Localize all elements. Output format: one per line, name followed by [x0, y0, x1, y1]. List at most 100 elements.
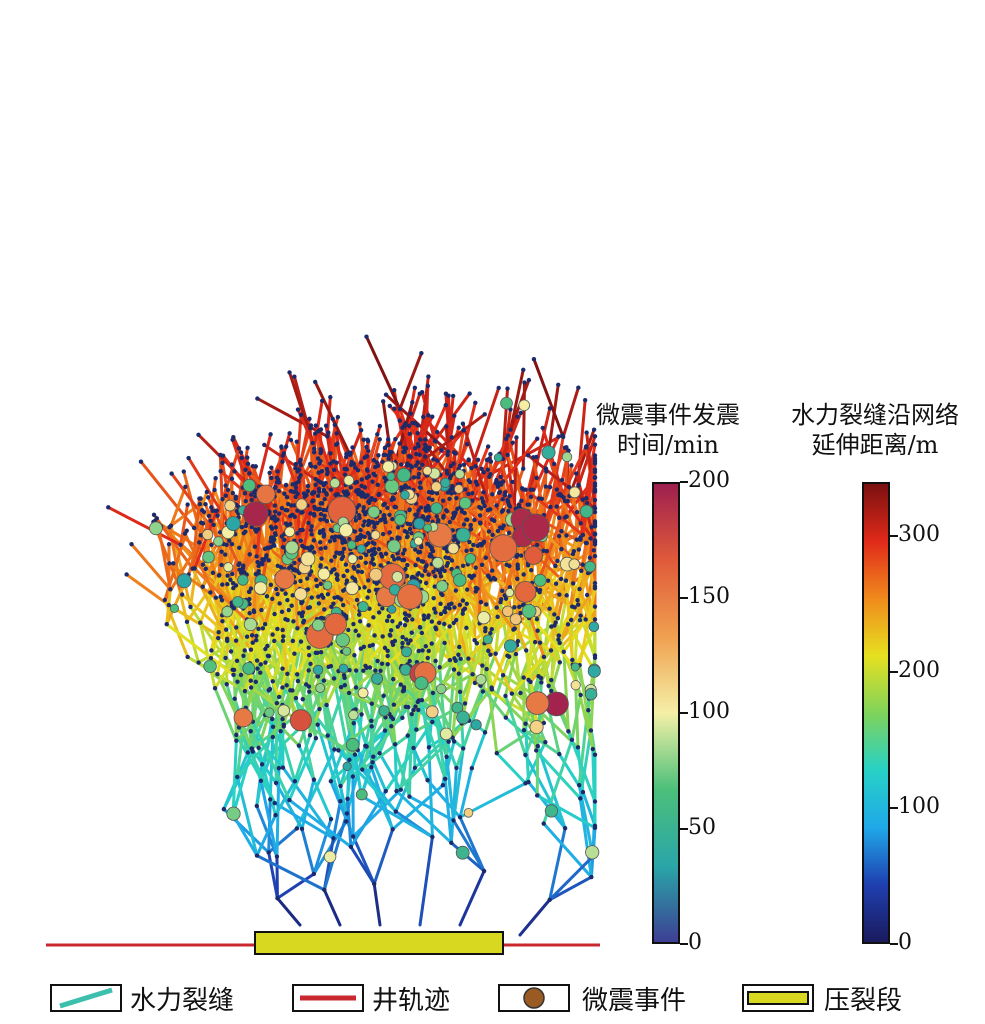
fracture-tip — [280, 627, 285, 633]
fracture-tip — [429, 641, 434, 646]
fracture-tip — [256, 745, 261, 751]
fracture-tip — [416, 508, 421, 513]
fracture-tip — [209, 542, 214, 548]
fracture-tip — [434, 491, 440, 496]
fracture-tip — [318, 546, 323, 551]
fracture-tip — [397, 535, 402, 541]
fracture-tip — [592, 655, 598, 660]
legend-fracture-swatch — [50, 984, 122, 1012]
fracture-tip — [451, 450, 457, 455]
fracture-segment — [575, 398, 587, 491]
fracture-tip — [414, 512, 420, 517]
fracture-tip — [500, 508, 506, 513]
fracture-tip — [440, 783, 446, 788]
fracture-tip — [364, 453, 370, 459]
fracture-tip — [364, 744, 369, 749]
fracture-tip — [592, 434, 598, 439]
fracture-tip — [445, 449, 451, 454]
fracture-tip — [447, 624, 452, 629]
fracture-tip — [354, 597, 360, 603]
fracture-tip — [499, 597, 504, 602]
fracture-segment — [522, 641, 542, 680]
fracture-tip — [414, 727, 419, 732]
fracture-tip — [238, 672, 244, 678]
fracture-segment — [538, 499, 570, 578]
microseismic-event — [202, 528, 214, 541]
fracture-tip — [407, 613, 412, 618]
fracture-tip — [208, 656, 214, 661]
fracture-tip — [532, 639, 538, 645]
fracture-tip — [340, 554, 346, 559]
fracture-tip — [234, 508, 240, 514]
fracture-tip — [417, 466, 422, 471]
fracture-tip — [521, 466, 526, 471]
fracture-tip — [349, 459, 354, 465]
fracture-tip — [231, 672, 236, 678]
fracture-tip — [413, 704, 418, 709]
fracture-tip — [587, 555, 593, 560]
microseismic-event — [570, 680, 581, 691]
fracture-tip — [499, 482, 504, 487]
fracture-tip — [324, 702, 329, 708]
fracture-tip — [473, 565, 478, 570]
microseismic-event — [284, 526, 296, 538]
fracture-tip — [268, 797, 273, 802]
fracture-tip — [492, 577, 498, 582]
microseismic-event — [529, 720, 544, 735]
fracture-tip — [293, 695, 299, 701]
fracture-tip — [184, 619, 190, 625]
fracture-tip — [254, 554, 259, 559]
fracture-tip — [360, 767, 365, 772]
microseismic-event — [587, 664, 601, 678]
fracture-segment — [534, 748, 582, 800]
fracture-tip — [178, 542, 183, 548]
fracture-tip — [166, 602, 172, 608]
fracture-tip — [293, 461, 298, 467]
fracture-tip — [219, 549, 224, 554]
fracture-tip — [419, 389, 425, 395]
fracture-tip — [526, 779, 531, 785]
microseismic-event — [378, 705, 390, 717]
fracture-segment — [275, 872, 316, 900]
fracture-tip — [301, 491, 307, 496]
fracture-tip — [469, 547, 474, 553]
fracture-tip — [416, 698, 422, 703]
fracture-tip — [390, 618, 395, 624]
fracture-tip — [294, 826, 300, 831]
fracture-tip — [353, 465, 358, 470]
fracture-tip — [570, 657, 575, 663]
fracture-tip — [206, 513, 212, 519]
fracture-segment — [357, 613, 372, 669]
fracture-tip — [361, 505, 366, 510]
fracture-tip — [296, 467, 302, 472]
fracture-tip — [578, 692, 583, 698]
fracture-tip — [372, 473, 378, 478]
fracture-tip — [443, 605, 448, 611]
fracture-tip — [242, 688, 248, 694]
fracture-tip — [402, 611, 408, 616]
fracture-tip — [403, 421, 408, 426]
microseismic-event — [367, 505, 381, 519]
fracture-tip — [310, 440, 315, 446]
fracture-tip — [313, 464, 318, 470]
fracture-tip — [307, 605, 313, 610]
fracture-tip — [563, 578, 569, 583]
fracture-tip — [377, 437, 382, 442]
colorbar-distance-title-line2: 延伸距离/m — [811, 431, 939, 459]
fracture-tip — [356, 487, 361, 493]
fracture-tip — [442, 568, 447, 574]
fracture-tip — [443, 391, 449, 396]
fracture-tip — [352, 566, 357, 571]
fracture-tip — [486, 529, 492, 534]
fracture-tip — [574, 537, 580, 542]
fracture-tip — [363, 552, 369, 558]
fracture-tip — [247, 611, 252, 616]
fracture-tip — [386, 442, 391, 448]
microseismic-event — [397, 583, 423, 610]
microseismic-event — [500, 396, 513, 410]
fracture-segment — [125, 572, 171, 607]
fracture-tip — [340, 588, 346, 593]
fracture-tip — [185, 502, 190, 507]
fracture-tip — [344, 454, 349, 459]
